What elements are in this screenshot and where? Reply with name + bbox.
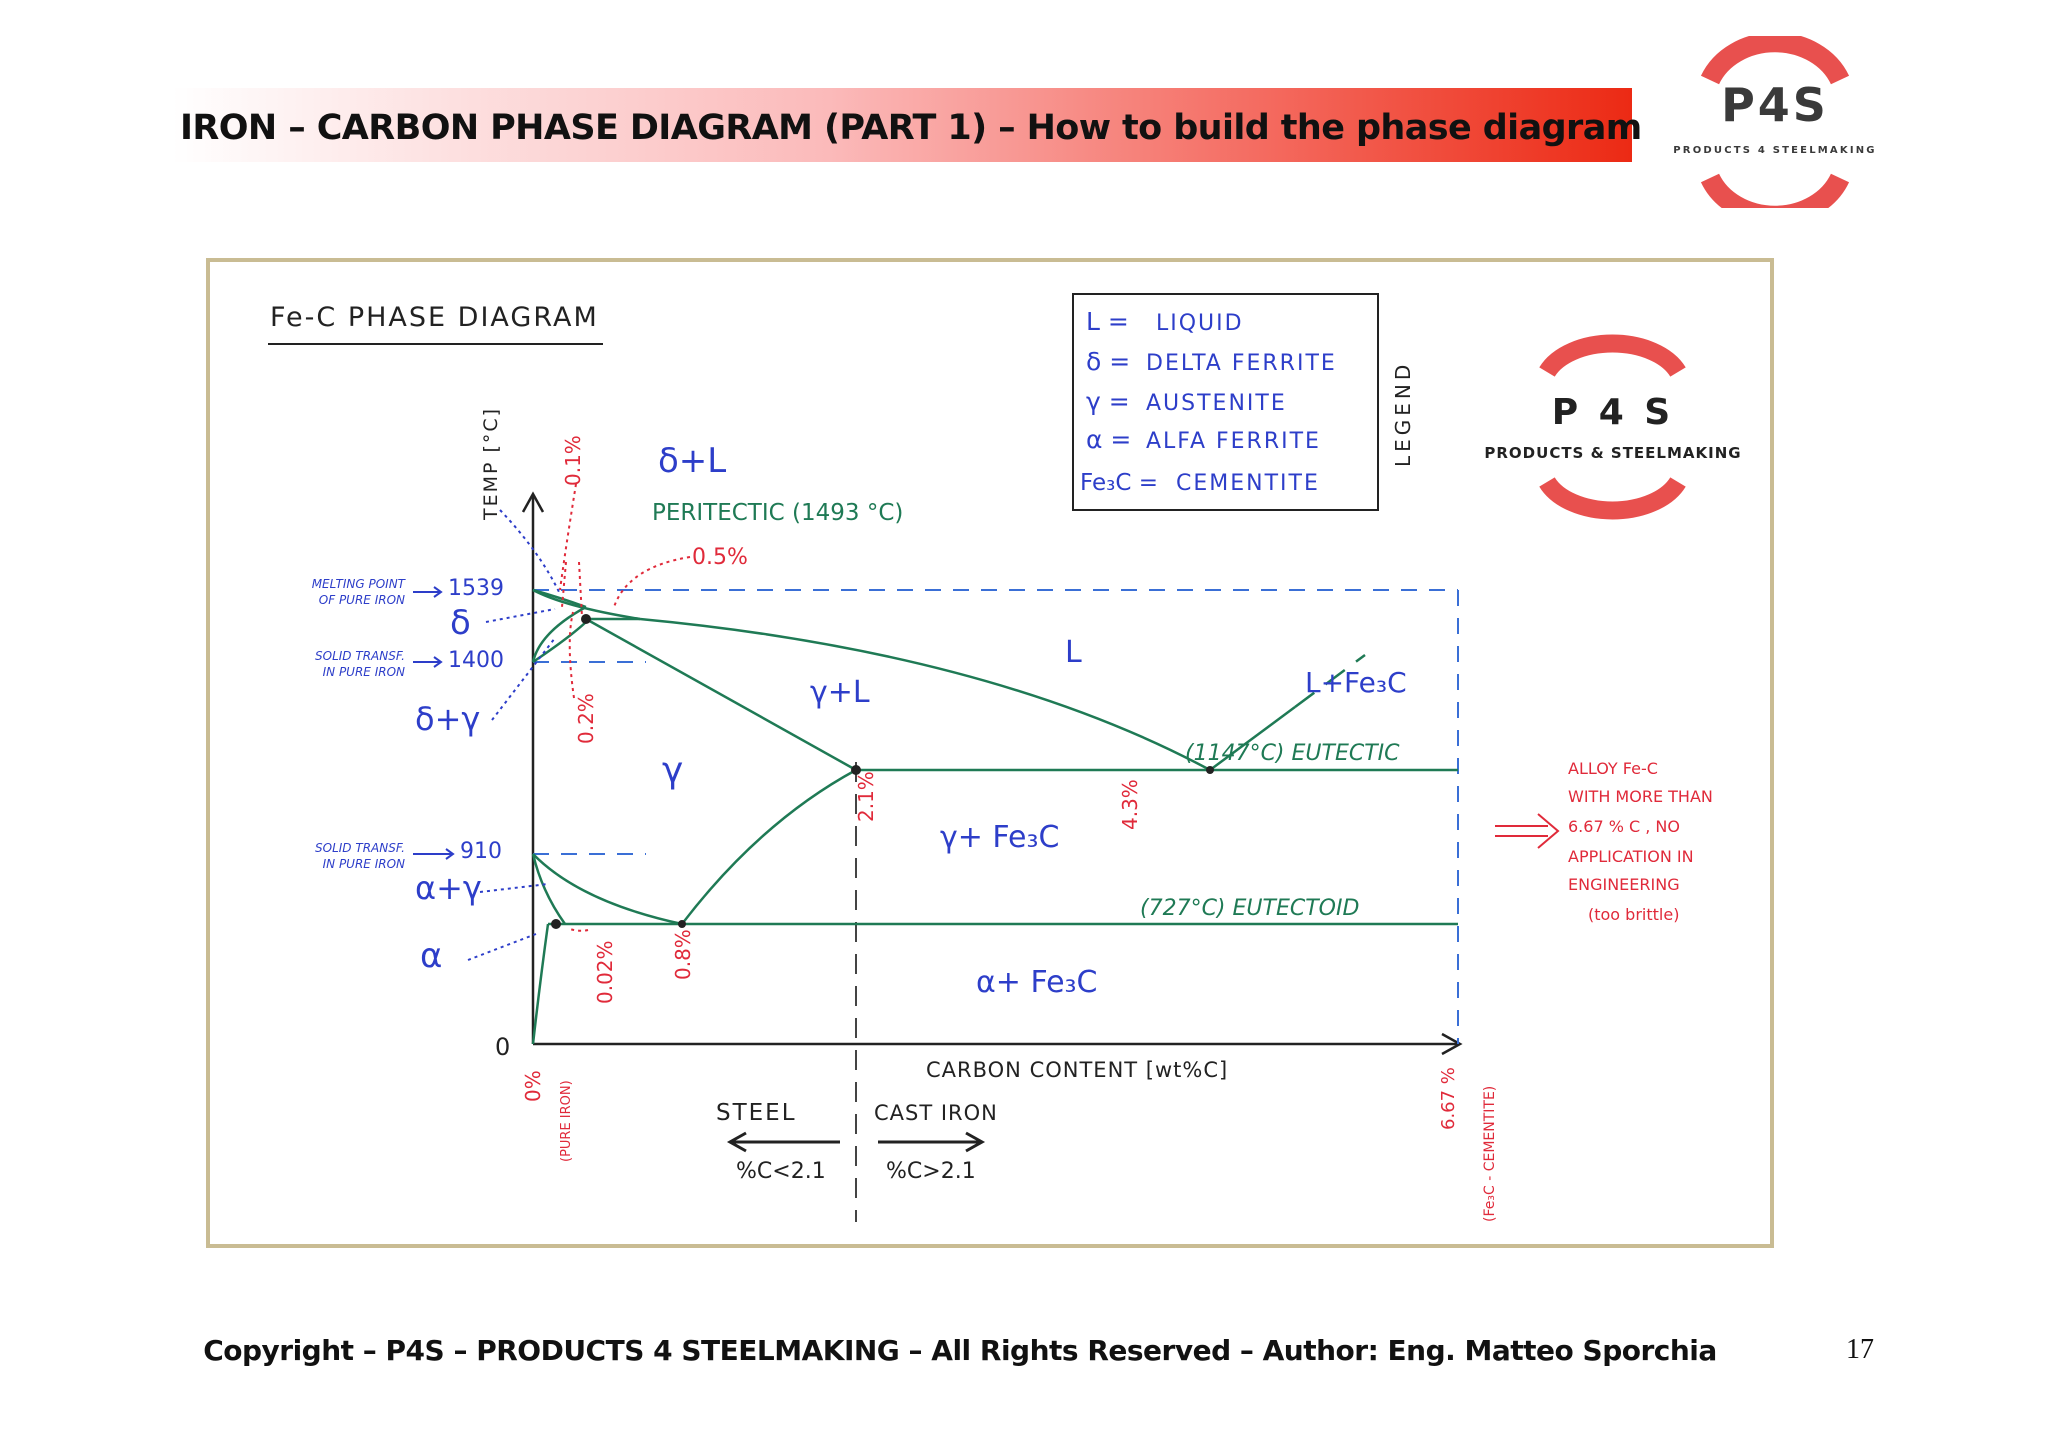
phase-pointer-arrows bbox=[467, 509, 561, 961]
legend-symbol: γ = bbox=[1086, 387, 1130, 416]
phase-alpha-label: α bbox=[420, 936, 442, 976]
title-bar bbox=[172, 88, 1632, 162]
legend-symbol: δ = bbox=[1086, 347, 1130, 376]
region-arrows bbox=[726, 1131, 986, 1153]
note-melting-2: OF PURE IRON bbox=[319, 593, 405, 607]
legend-symbol: Fe₃C = bbox=[1080, 470, 1158, 496]
phase-alpha-gamma-label: α+γ bbox=[415, 869, 482, 907]
phase-points bbox=[551, 614, 1214, 929]
composition-pointers bbox=[559, 483, 691, 932]
page-number: 17 bbox=[1846, 1334, 1874, 1365]
note-melting-1: MELTING POINT bbox=[312, 577, 407, 591]
diagram-heading: Fe-C PHASE DIAGRAM bbox=[270, 302, 599, 333]
peritectic-label: PERITECTIC (1493 °C) bbox=[652, 500, 903, 526]
comp-0.8: 0.8% bbox=[671, 929, 695, 980]
phase-delta-L-label: δ+L bbox=[658, 441, 726, 481]
note-solid2-2: IN PURE IRON bbox=[323, 857, 405, 871]
legend-text: ALFA FERRITE bbox=[1146, 429, 1321, 454]
comp-4.3: 4.3% bbox=[1118, 779, 1142, 830]
eutectoid-label: (727°C) EUTECTOID bbox=[1140, 896, 1359, 921]
phase-delta-gamma-label: δ+γ bbox=[415, 700, 480, 738]
phase-L-Fe3C-label: L+Fe₃C bbox=[1305, 666, 1407, 699]
dashed-guides bbox=[533, 589, 1459, 1044]
legend-text: DELTA FERRITE bbox=[1146, 351, 1337, 376]
legend-symbol: L = bbox=[1086, 307, 1129, 336]
temp-910: 910 bbox=[460, 839, 502, 864]
comp-6.67: 6.67 % bbox=[1438, 1067, 1459, 1130]
copyright-footer: Copyright – P4S – PRODUCTS 4 STEELMAKING… bbox=[203, 1334, 1717, 1367]
legend-text: LIQUID bbox=[1156, 311, 1244, 336]
logo-subtitle: PRODUCTS 4 STEELMAKING bbox=[1673, 145, 1877, 156]
note-solid1-1: SOLID TRANSF. bbox=[315, 649, 405, 663]
legend-box bbox=[1072, 293, 1379, 511]
temp-1400: 1400 bbox=[448, 648, 504, 673]
side-note-line: APPLICATION IN bbox=[1568, 847, 1694, 866]
legend-text: CEMENTITE bbox=[1176, 471, 1320, 496]
side-note-line: (too brittle) bbox=[1588, 905, 1679, 924]
steel-label: STEEL bbox=[716, 1100, 797, 1126]
legend-symbol: α = bbox=[1086, 425, 1131, 454]
diagram-frame bbox=[206, 258, 1774, 1248]
comp-0-note: (PURE IRON) bbox=[559, 1080, 574, 1162]
comp-2.1: 2.1% bbox=[854, 771, 878, 822]
side-note-arrow-icon bbox=[1495, 813, 1560, 849]
phase-L-label: L bbox=[1065, 635, 1082, 670]
note-solid1-2: IN PURE IRON bbox=[323, 665, 405, 679]
phase-gamma-label: γ bbox=[662, 750, 683, 791]
side-note-line: ALLOY Fe-C bbox=[1568, 759, 1658, 778]
side-note-line: WITH MORE THAN bbox=[1568, 787, 1713, 806]
temp-1539: 1539 bbox=[448, 576, 504, 601]
cast-iron-label: CAST IRON bbox=[874, 1101, 998, 1125]
side-note-line: ENGINEERING bbox=[1568, 875, 1680, 894]
p4s-logo-icon bbox=[1700, 36, 1850, 208]
note-solid2-1: SOLID TRANSF. bbox=[315, 841, 405, 855]
phase-delta-label: δ bbox=[450, 603, 471, 643]
temp-arrows bbox=[413, 586, 455, 860]
logo-text: P4S bbox=[1721, 78, 1829, 132]
y-axis-label: TEMP [°C] bbox=[480, 407, 502, 521]
phase-diagram: Fe-C PHASE DIAGRAM L = LIQUID δ = DELTA … bbox=[268, 293, 1741, 1222]
comp-0.5: 0.5% bbox=[692, 545, 748, 570]
comp-0: 0% bbox=[521, 1070, 545, 1102]
comp-6.67-note: (Fe₃C - CEMENTITE) bbox=[1482, 1086, 1498, 1222]
point-notes: MELTING POINT OF PURE IRON SOLID TRANSF.… bbox=[312, 577, 407, 871]
comp-0.1: 0.1% bbox=[561, 435, 585, 486]
side-note: ALLOY Fe-C WITH MORE THAN 6.67 % C , NO … bbox=[1568, 759, 1713, 924]
steel-condition: %C<2.1 bbox=[736, 1159, 826, 1184]
eutectic-label: (1147°C) EUTECTIC bbox=[1185, 741, 1400, 766]
x-axis-label: CARBON CONTENT [wt%C] bbox=[926, 1058, 1228, 1082]
phase-gamma-Fe3C-label: γ+ Fe₃C bbox=[940, 820, 1059, 855]
side-note-line: 6.67 % C , NO bbox=[1568, 817, 1680, 836]
phase-alpha-Fe3C-label: α+ Fe₃C bbox=[976, 965, 1098, 1000]
comp-0.2: 0.2% bbox=[574, 693, 598, 744]
comp-0.02: 0.02% bbox=[593, 940, 617, 1004]
inner-logo-text: P 4 S bbox=[1552, 392, 1674, 433]
phase-gamma-L-label: γ+L bbox=[810, 675, 870, 710]
legend-text: AUSTENITE bbox=[1146, 391, 1287, 416]
origin-label: 0 bbox=[495, 1033, 510, 1061]
cast-iron-condition: %C>2.1 bbox=[886, 1159, 976, 1184]
legend-list: L = LIQUID δ = DELTA FERRITE γ = AUSTENI… bbox=[1080, 307, 1337, 496]
inner-logo-icon bbox=[1539, 334, 1686, 520]
inner-logo-subtitle: PRODUCTS & STEELMAKING bbox=[1484, 444, 1741, 462]
page-title: IRON – CARBON PHASE DIAGRAM (PART 1) – H… bbox=[180, 108, 1642, 148]
axes bbox=[521, 491, 1463, 1056]
phase-boundaries bbox=[531, 588, 1458, 1045]
legend-title: LEGEND bbox=[1391, 361, 1415, 467]
